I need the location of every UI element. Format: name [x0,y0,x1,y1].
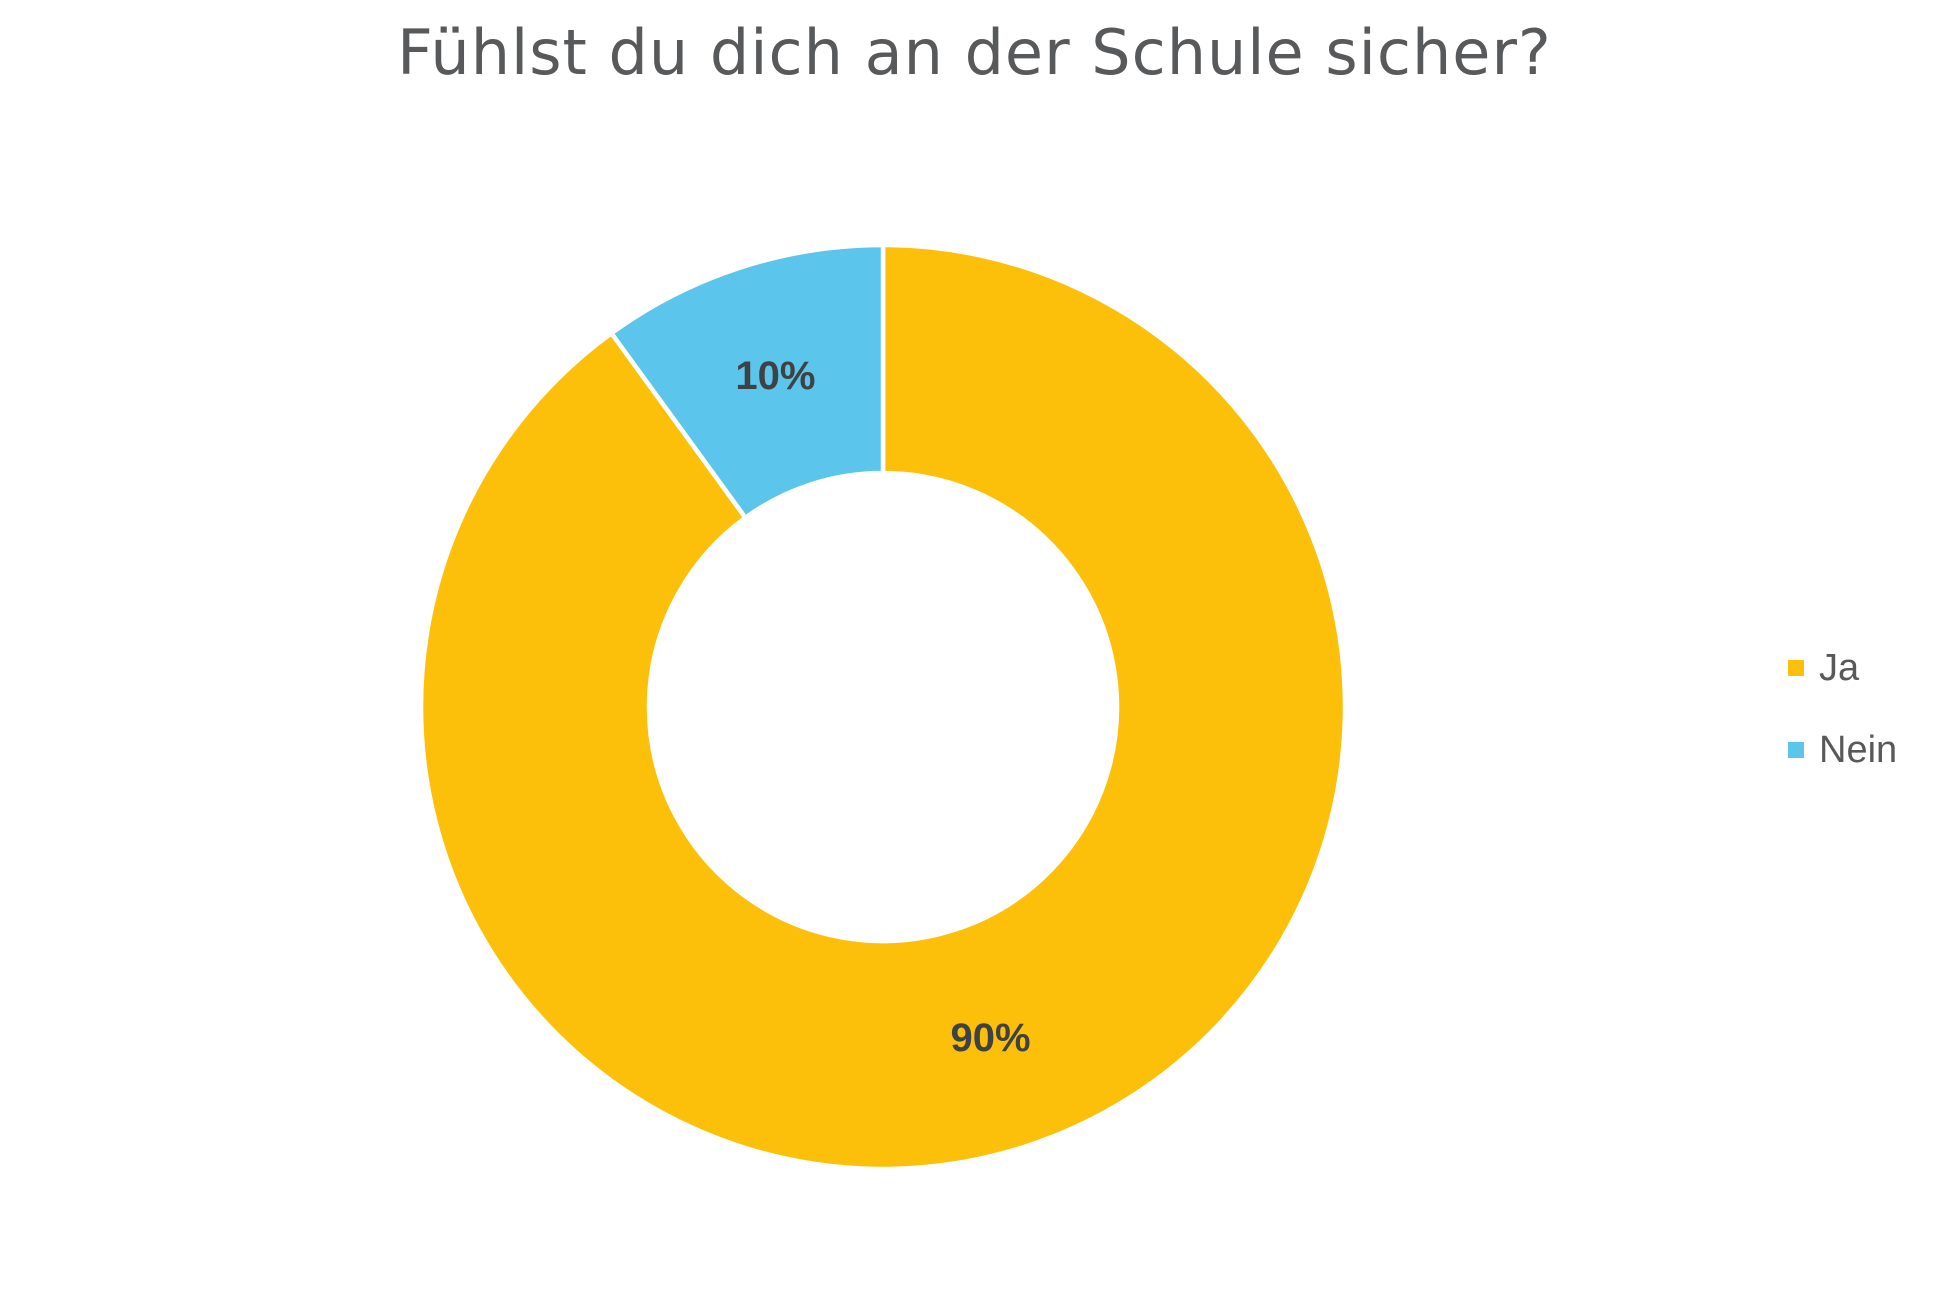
legend: Ja Nein [1788,648,1897,770]
slice-label-nein: 10% [735,354,815,398]
slice-label-ja: 90% [951,1016,1031,1060]
legend-label-ja: Ja [1819,647,1860,689]
legend-swatch-nein [1788,742,1804,758]
legend-label-nein: Nein [1819,729,1898,771]
legend-item-ja: Ja [1788,648,1897,688]
slice-nein [609,242,886,520]
chart-title: Fühlst du dich an der Schule sicher? [397,16,1552,89]
legend-item-nein: Nein [1788,730,1897,770]
legend-swatch-ja [1788,660,1804,676]
slice-ja [418,242,1348,1172]
